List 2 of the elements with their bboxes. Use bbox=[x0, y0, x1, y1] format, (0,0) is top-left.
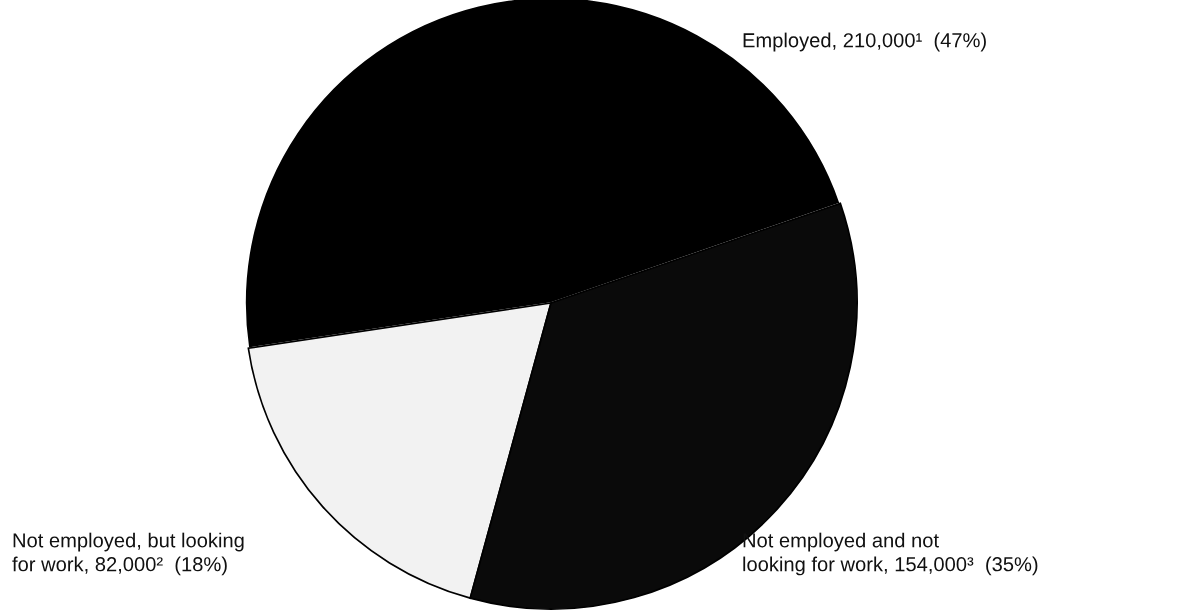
slice-label: Employed, 210,000¹ (47%) bbox=[743, 32, 986, 52]
slice-label: Not employed, but looking for work, 82,000² (18%) bbox=[12, 532, 244, 576]
